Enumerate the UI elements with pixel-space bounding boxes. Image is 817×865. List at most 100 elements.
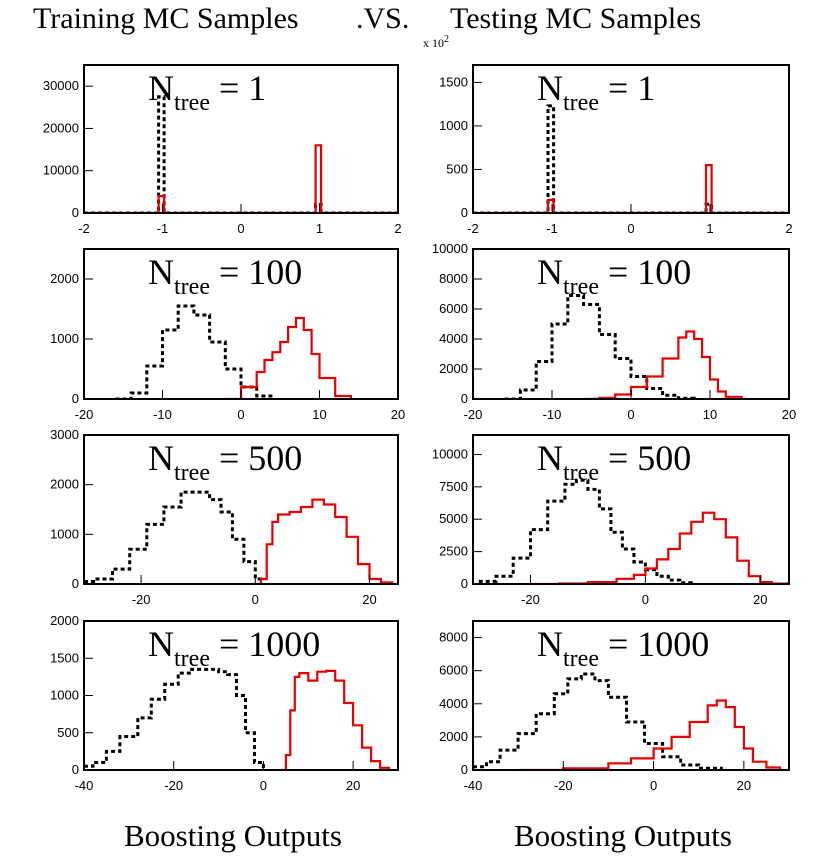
plot-frame xyxy=(472,434,790,585)
scale-multiplier-exponent: 2 xyxy=(444,34,449,45)
x-tick-label: -40 xyxy=(464,778,483,793)
x-tick-label: 20 xyxy=(391,407,405,422)
histogram-panel-6: 0 2500 5000 7500 10000 -20 0 20 Ntree = 500 xyxy=(432,434,790,607)
x-tick-label: 0 xyxy=(642,592,649,607)
ntree-label-value: = 100 xyxy=(599,252,691,292)
background-series-line xyxy=(115,304,274,399)
ntree-label-value: = 1000 xyxy=(210,624,320,664)
y-tick-label: 0 xyxy=(461,576,468,591)
x-tick-label: 0 xyxy=(237,221,244,236)
ntree-label-value: = 500 xyxy=(599,438,691,478)
y-tick-label: 6000 xyxy=(439,663,468,678)
left-column-title: Training MC Samples xyxy=(33,2,299,35)
right-x-axis-label: Boosting Outputs xyxy=(514,818,732,853)
x-tick-label: 0 xyxy=(627,407,634,422)
background-series-line xyxy=(84,490,263,584)
ntree-label-main: N xyxy=(537,252,563,292)
x-tick-label: -40 xyxy=(75,778,94,793)
x-tick-label: -1 xyxy=(157,221,169,236)
x-tick-label: 0 xyxy=(260,778,267,793)
y-tick-label: 1000 xyxy=(50,331,79,346)
y-tick-label: 8000 xyxy=(439,630,468,645)
ntree-label-value: = 1 xyxy=(599,68,655,108)
y-tick-label: 1500 xyxy=(50,650,79,665)
y-tick-label: 0 xyxy=(461,205,468,220)
y-tick-label: 0 xyxy=(72,205,79,220)
histogram-panel-8: 0 2000 4000 6000 8000 -40 -20 0 20 Ntree = 1000 xyxy=(439,620,790,793)
x-tick-label: -10 xyxy=(153,407,172,422)
ntree-label: Ntree = 1000 xyxy=(148,624,320,672)
background-series-line xyxy=(84,95,398,213)
histogram-panel-5: 0 1000 2000 3000 -20 0 20 Ntree = 500 xyxy=(50,427,399,607)
x-tick-label: 20 xyxy=(737,778,751,793)
x-tick-label: -2 xyxy=(78,221,90,236)
x-tick-label: -20 xyxy=(132,592,151,607)
x-tick-label: 20 xyxy=(782,407,796,422)
x-tick-label: 0 xyxy=(252,592,259,607)
y-tick-label: 5000 xyxy=(439,511,468,526)
ntree-label-value: = 1 xyxy=(210,68,266,108)
ntree-label-sub: tree xyxy=(174,90,210,116)
signal-series-line xyxy=(225,316,352,399)
scale-multiplier-base: x 10 xyxy=(423,36,444,50)
ntree-label-sub: tree xyxy=(563,646,599,672)
y-tick-label: 2000 xyxy=(439,361,468,376)
y-tick-label: 6000 xyxy=(439,301,468,316)
x-tick-label: -20 xyxy=(521,592,540,607)
y-tick-label: 4000 xyxy=(439,331,468,346)
y-tick-label: 2500 xyxy=(439,544,468,559)
left-x-axis-label: Boosting Outputs xyxy=(124,818,342,853)
y-tick-label: 0 xyxy=(72,391,79,406)
x-tick-label: -2 xyxy=(467,221,479,236)
y-tick-label: 8000 xyxy=(439,271,468,286)
y-tick-label: 20000 xyxy=(43,120,79,135)
vs-label: .VS. xyxy=(356,2,410,35)
ntree-label: Ntree = 100 xyxy=(537,252,691,300)
scale-multiplier: x 102 xyxy=(423,34,449,51)
ntree-label-sub: tree xyxy=(563,460,599,486)
ntree-label-main: N xyxy=(148,438,174,478)
x-tick-label: 2 xyxy=(394,221,401,236)
signal-series-line xyxy=(583,330,743,399)
y-tick-label: 500 xyxy=(57,725,79,740)
ntree-label-sub: tree xyxy=(563,90,599,116)
x-tick-label: 0 xyxy=(627,221,634,236)
y-tick-label: 1000 xyxy=(439,118,468,133)
x-tick-label: -10 xyxy=(543,407,562,422)
y-tick-label: 10000 xyxy=(432,241,468,256)
ntree-label-main: N xyxy=(537,438,563,478)
ntree-label-main: N xyxy=(148,252,174,292)
background-series-line xyxy=(473,104,789,213)
signal-series-line xyxy=(84,144,398,213)
y-tick-label: 10000 xyxy=(432,446,468,461)
x-tick-label: -1 xyxy=(546,221,558,236)
histogram-panel-2: 0 500 1000 1500 -2 -1 0 1 2 Ntree = 1 xyxy=(439,64,793,236)
histogram-panel-7: 0 500 1000 1500 2000 -40 -20 0 20 Ntree = 1000 xyxy=(50,613,399,793)
ntree-label-sub: tree xyxy=(174,460,210,486)
y-tick-label: 1500 xyxy=(439,74,468,89)
y-tick-label: 1000 xyxy=(50,526,79,541)
histogram-panel-1: 0 10000 20000 30000 -2 -1 0 1 2 Ntree = 1 xyxy=(43,64,402,236)
ntree-label-value: = 500 xyxy=(210,438,302,478)
ntree-label: Ntree = 1000 xyxy=(537,624,709,672)
background-series-line xyxy=(504,294,696,399)
ntree-label: Ntree = 500 xyxy=(148,438,302,486)
x-tick-label: 20 xyxy=(346,778,360,793)
plot-frame xyxy=(472,620,790,771)
y-tick-label: 2000 xyxy=(50,613,79,628)
ntree-label-sub: tree xyxy=(563,274,599,300)
y-tick-label: 2000 xyxy=(50,477,79,492)
background-series-line xyxy=(473,672,723,770)
x-tick-label: -20 xyxy=(464,407,483,422)
signal-series-line xyxy=(530,511,789,584)
x-tick-label: -20 xyxy=(75,407,94,422)
y-tick-label: 0 xyxy=(461,762,468,777)
y-tick-label: 500 xyxy=(446,161,468,176)
ntree-label-sub: tree xyxy=(174,274,210,300)
ntree-label-main: N xyxy=(148,624,174,664)
x-tick-label: 20 xyxy=(753,592,767,607)
ntree-label: Ntree = 1 xyxy=(148,68,266,116)
x-tick-label: -20 xyxy=(554,778,573,793)
ntree-label: Ntree = 500 xyxy=(537,438,691,486)
ntree-label-sub: tree xyxy=(174,646,210,672)
